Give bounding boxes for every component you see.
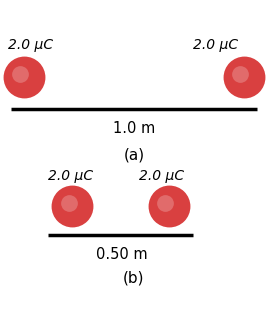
Point	[66, 200, 71, 205]
Text: 2.0 μC: 2.0 μC	[8, 38, 53, 52]
Text: 2.0 μC: 2.0 μC	[48, 170, 93, 184]
Point	[163, 200, 167, 205]
Point	[167, 203, 171, 208]
Point	[242, 75, 246, 80]
Point	[238, 72, 242, 77]
Text: (b): (b)	[123, 271, 145, 286]
Text: 2.0 μC: 2.0 μC	[193, 38, 238, 52]
Point	[18, 72, 23, 77]
Point	[70, 203, 75, 208]
Text: 1.0 m: 1.0 m	[113, 121, 155, 136]
Text: 0.50 m: 0.50 m	[96, 247, 148, 262]
Text: (a): (a)	[124, 148, 144, 162]
Point	[22, 75, 26, 80]
Text: 2.0 μC: 2.0 μC	[139, 170, 184, 184]
